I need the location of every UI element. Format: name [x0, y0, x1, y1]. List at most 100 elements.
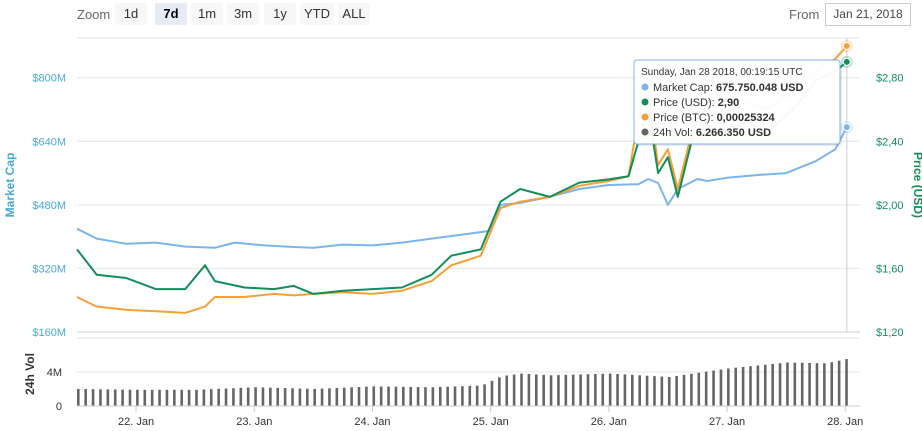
- volume-bar: [372, 386, 376, 406]
- volume-bar: [823, 363, 826, 406]
- x-axis-tick-label: 22. Jan: [118, 416, 154, 428]
- volume-bar: [173, 389, 176, 406]
- tooltip-box: [633, 59, 841, 145]
- tooltip-marker: [641, 83, 649, 91]
- axis-layer: $160M $320M $480M $640M $800M $1,20 $1,60 $2,00…: [3, 73, 922, 428]
- volume-bar: [749, 366, 752, 406]
- right-axis-tick-label: $1,60: [876, 263, 904, 275]
- zoom-all-button[interactable]: ALL: [338, 3, 370, 25]
- x-axis-tick-label: 27. Jan: [709, 416, 745, 428]
- tooltip-header: Sunday, Jan 28 2018, 00:19:15 UTC: [641, 67, 803, 78]
- zoom-label: Zoom: [77, 7, 111, 22]
- x-axis-tick-label: 25. Jan: [473, 416, 509, 428]
- tooltip-row: Price (BTC): 0,00025324: [653, 112, 776, 124]
- volume-bar: [291, 388, 294, 406]
- from-date-input[interactable]: Jan 21, 2018: [825, 3, 911, 26]
- x-axis-tick-label: 23. Jan: [236, 416, 272, 428]
- zoom-1y-button[interactable]: 1y: [264, 3, 296, 25]
- volume-axis-tick-label: 4M: [47, 367, 62, 379]
- volume-bar: [431, 387, 435, 406]
- volume-bar: [845, 359, 848, 406]
- volume-bar: [313, 388, 316, 406]
- volume-bar: [424, 387, 427, 406]
- tooltip-row-label: Price (USD):: [653, 97, 718, 109]
- range-selector-toolbar: Zoom 1d 7d 1m 3m 1y YTD ALL From Jan 21,…: [0, 0, 922, 30]
- volume-bar: [505, 375, 509, 406]
- volume-bar: [601, 373, 605, 406]
- hover-point: [842, 123, 851, 132]
- hover-point: [842, 41, 851, 50]
- zoom-7d-button[interactable]: 7d: [155, 3, 187, 25]
- volume-bar: [475, 385, 479, 406]
- volume-bar: [128, 389, 132, 406]
- right-axis-title: Price (USD): [911, 152, 922, 218]
- volume-bar: [461, 386, 464, 406]
- volume-bar: [269, 387, 272, 406]
- volume-bar: [527, 374, 531, 406]
- volume-bar: [136, 389, 139, 406]
- volume-bar: [209, 389, 213, 406]
- volume-bar: [357, 387, 361, 406]
- tooltip-row-value: 675.750.048 USD: [716, 82, 804, 94]
- volume-bar: [165, 389, 169, 406]
- tooltip-row: 24h Vol: 6.266.350 USD: [653, 127, 771, 139]
- volume-bar: [77, 388, 80, 406]
- from-label: From: [789, 7, 820, 22]
- volume-bar: [342, 387, 346, 406]
- volume-bar: [704, 371, 708, 406]
- volume-bar: [276, 387, 280, 406]
- volume-bar: [453, 386, 457, 406]
- volume-bar: [402, 386, 405, 406]
- volume-bar: [778, 363, 782, 406]
- volume-bar: [254, 387, 257, 406]
- volume-bar: [224, 388, 228, 406]
- volume-bar: [379, 386, 383, 406]
- left-axis-tick-label: $160M: [32, 327, 66, 339]
- tooltip-row-label: Price (BTC):: [653, 112, 717, 124]
- volume-bar: [320, 388, 324, 406]
- left-axis-tick-label: $480M: [32, 200, 66, 212]
- volume-bar: [84, 389, 87, 406]
- volume-bar: [571, 374, 575, 406]
- volume-bar: [667, 376, 671, 406]
- volume-bar: [837, 360, 841, 406]
- left-axis-tick-label: $800M: [32, 73, 66, 85]
- volume-bar: [786, 362, 789, 406]
- volume-bar: [143, 389, 147, 406]
- zoom-ytd-button[interactable]: YTD: [300, 3, 334, 25]
- right-axis-tick-label: $1,20: [876, 327, 904, 339]
- volume-bar: [490, 380, 494, 406]
- volume-bar: [416, 387, 420, 406]
- volume-bar: [808, 362, 811, 406]
- volume-bar: [335, 387, 339, 406]
- right-axis-tick-label: $2,80: [876, 73, 904, 85]
- x-axis-tick-label: 24. Jan: [354, 416, 390, 428]
- volume-bar: [121, 389, 124, 406]
- x-axis-tick-label: 26. Jan: [591, 416, 627, 428]
- volume-bar: [498, 377, 501, 406]
- tooltip-row-value: 6.266.350 USD: [696, 127, 771, 139]
- volume-bar: [631, 374, 634, 406]
- volume-bar: [734, 367, 738, 406]
- volume-bar: [239, 387, 243, 406]
- volume-bar: [106, 389, 110, 406]
- volume-bar: [616, 374, 619, 406]
- zoom-3m-button[interactable]: 3m: [227, 3, 259, 25]
- volume-bar: [579, 374, 582, 406]
- left-axis-title: Market Cap: [3, 153, 17, 218]
- zoom-1m-button[interactable]: 1m: [191, 3, 223, 25]
- volume-bar: [180, 389, 184, 406]
- volume-bar: [594, 374, 597, 406]
- zoom-1d-button[interactable]: 1d: [115, 3, 147, 25]
- volume-bar: [771, 363, 774, 406]
- volume-bar: [675, 375, 678, 406]
- volume-bar: [394, 386, 398, 406]
- volume-bar: [468, 385, 472, 406]
- tooltip-row-label: Market Cap:: [653, 82, 716, 94]
- volume-axis-title: 24h Vol: [23, 353, 37, 395]
- volume-bar: [387, 386, 390, 406]
- volume-bar: [150, 389, 154, 406]
- volume-bar: [187, 389, 191, 406]
- volume-bar: [409, 386, 413, 406]
